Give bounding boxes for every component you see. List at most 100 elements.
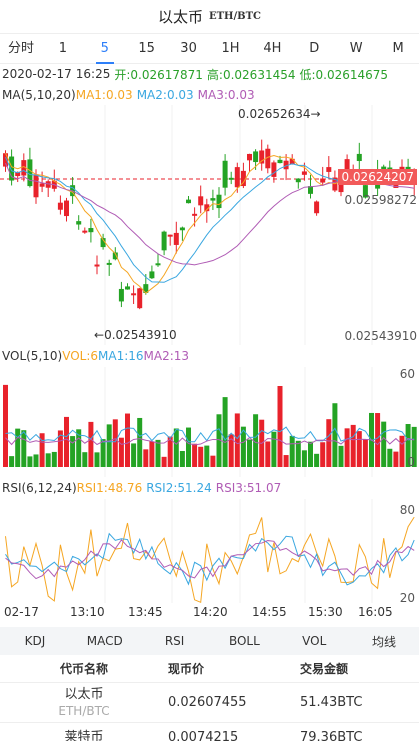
vol-legend: VOL(5,10) VOL:6 MA1:16 MA2:13: [0, 345, 419, 367]
volume-chart: 60 0: [0, 367, 419, 477]
tab-7[interactable]: D: [309, 40, 320, 56]
candle: [228, 177, 234, 180]
candle: [149, 271, 155, 279]
candle: [295, 178, 301, 183]
tab-0[interactable]: 分时: [7, 40, 34, 56]
indicator-4[interactable]: VOL: [302, 634, 327, 648]
volume-bar: [137, 417, 143, 467]
candle: [9, 156, 15, 181]
tab-5[interactable]: 1H: [221, 40, 240, 56]
candle: [161, 231, 167, 251]
tab-1[interactable]: 1: [58, 40, 67, 56]
table-row[interactable]: 以太币 ETH/BTC 0.02607455 51.43BTC: [0, 683, 419, 723]
tab-3[interactable]: 15: [138, 40, 155, 56]
ma2-value: MA2:0.03: [136, 87, 194, 102]
rsi1-line: [5, 516, 415, 604]
volume-bar: [192, 443, 198, 467]
coin-name: 莱特币: [64, 729, 104, 741]
candle: [94, 264, 100, 267]
volume-bar: [301, 450, 307, 467]
indicator-5[interactable]: 均线: [372, 634, 397, 649]
volume-bar: [9, 456, 15, 467]
rsi1-value: RSI1:48.76: [76, 481, 143, 495]
rsi2-line: [5, 532, 415, 586]
mid-price-label: 0.02598272: [344, 193, 417, 207]
candle: [106, 262, 112, 265]
volume-bar: [186, 427, 191, 467]
time-label: 14:55: [252, 605, 287, 619]
pair-label: ETH/BTC: [208, 11, 262, 22]
candle: [222, 160, 228, 188]
volume-bar: [204, 445, 210, 467]
candle: [308, 186, 313, 194]
tab-6[interactable]: 4H: [263, 40, 282, 56]
candle: [118, 288, 124, 302]
high-marker: 0.02652634→: [238, 107, 321, 121]
indicator-2[interactable]: RSI: [164, 634, 185, 648]
volume-bar: [247, 439, 252, 467]
volume-bar: [94, 452, 100, 467]
volume-bar: [289, 435, 295, 467]
vol-ma2-line: [5, 436, 415, 446]
candle: [64, 200, 69, 217]
volume-bar: [308, 441, 313, 467]
candle: [88, 228, 94, 233]
volume-bar: [100, 439, 106, 467]
rsi2-value: RSI2:51.24: [146, 481, 212, 495]
vol-ma1: MA1:16: [98, 349, 144, 363]
table-row[interactable]: 莱特币 0.0074215 79.36BTC: [0, 723, 419, 741]
volume-bar: [283, 455, 289, 467]
candle: [137, 288, 143, 309]
row-amount: 51.43BTC: [300, 695, 363, 710]
volume-bar: [277, 386, 283, 467]
indicator-3[interactable]: BOLL: [228, 634, 260, 648]
volume-bar: [234, 413, 240, 467]
tab-8[interactable]: W: [349, 40, 363, 56]
indicator-1[interactable]: MACD: [86, 634, 123, 648]
info-date: 2020-02-17: [2, 67, 72, 81]
row-name-cell: 以太币 ETH/BTC: [0, 687, 168, 719]
volume-bar: [344, 428, 350, 467]
candle: [356, 153, 362, 162]
candle: [82, 230, 88, 233]
candle: [265, 148, 271, 169]
info-high: 高:0.02631454: [206, 67, 296, 82]
candle: [338, 181, 344, 193]
tab-2[interactable]: 5: [84, 34, 126, 64]
candle: [192, 213, 198, 216]
tab-4[interactable]: 30: [180, 40, 197, 56]
volume-bar: [57, 430, 63, 467]
time-label: 14:20: [193, 605, 228, 619]
coin-name: 以太币: [64, 686, 104, 702]
rsi-legend: RSI(6,12,24) RSI1:48.76 RSI2:51.24 RSI3:…: [0, 477, 419, 499]
candle: [167, 234, 173, 237]
volume-bar: [179, 450, 185, 467]
volume-bar: [70, 436, 76, 467]
candle: [277, 159, 283, 164]
volume-bar: [271, 431, 277, 467]
candle: [179, 227, 185, 231]
candle: [253, 151, 259, 163]
volume-bar: [338, 445, 344, 467]
candle: [143, 284, 149, 293]
bottom-price-label: 0.02543910: [344, 329, 417, 343]
candle: [76, 221, 82, 225]
volume-bar: [216, 414, 222, 467]
volume-bar: [21, 430, 27, 467]
candlestick-svg: [0, 105, 419, 345]
info-time: 16:25: [75, 67, 111, 81]
rsi3-value: RSI3:51.07: [215, 481, 282, 495]
candle: [216, 194, 222, 209]
volume-svg: [3, 367, 417, 477]
candlestick-chart[interactable]: 0.02652634→ ←0.02543910 0.02624207 0.025…: [0, 105, 419, 345]
volume-bar: [350, 424, 356, 467]
candle: [112, 252, 118, 260]
indicator-0[interactable]: KDJ: [24, 634, 46, 648]
candle: [155, 263, 161, 266]
vol-axis-bottom: 0: [407, 455, 415, 469]
candle: [27, 159, 33, 187]
tab-9[interactable]: M: [392, 40, 404, 56]
volume-bar: [27, 456, 33, 467]
volume-bar: [106, 424, 112, 467]
high-marker-value: 0.02652634: [238, 107, 311, 121]
